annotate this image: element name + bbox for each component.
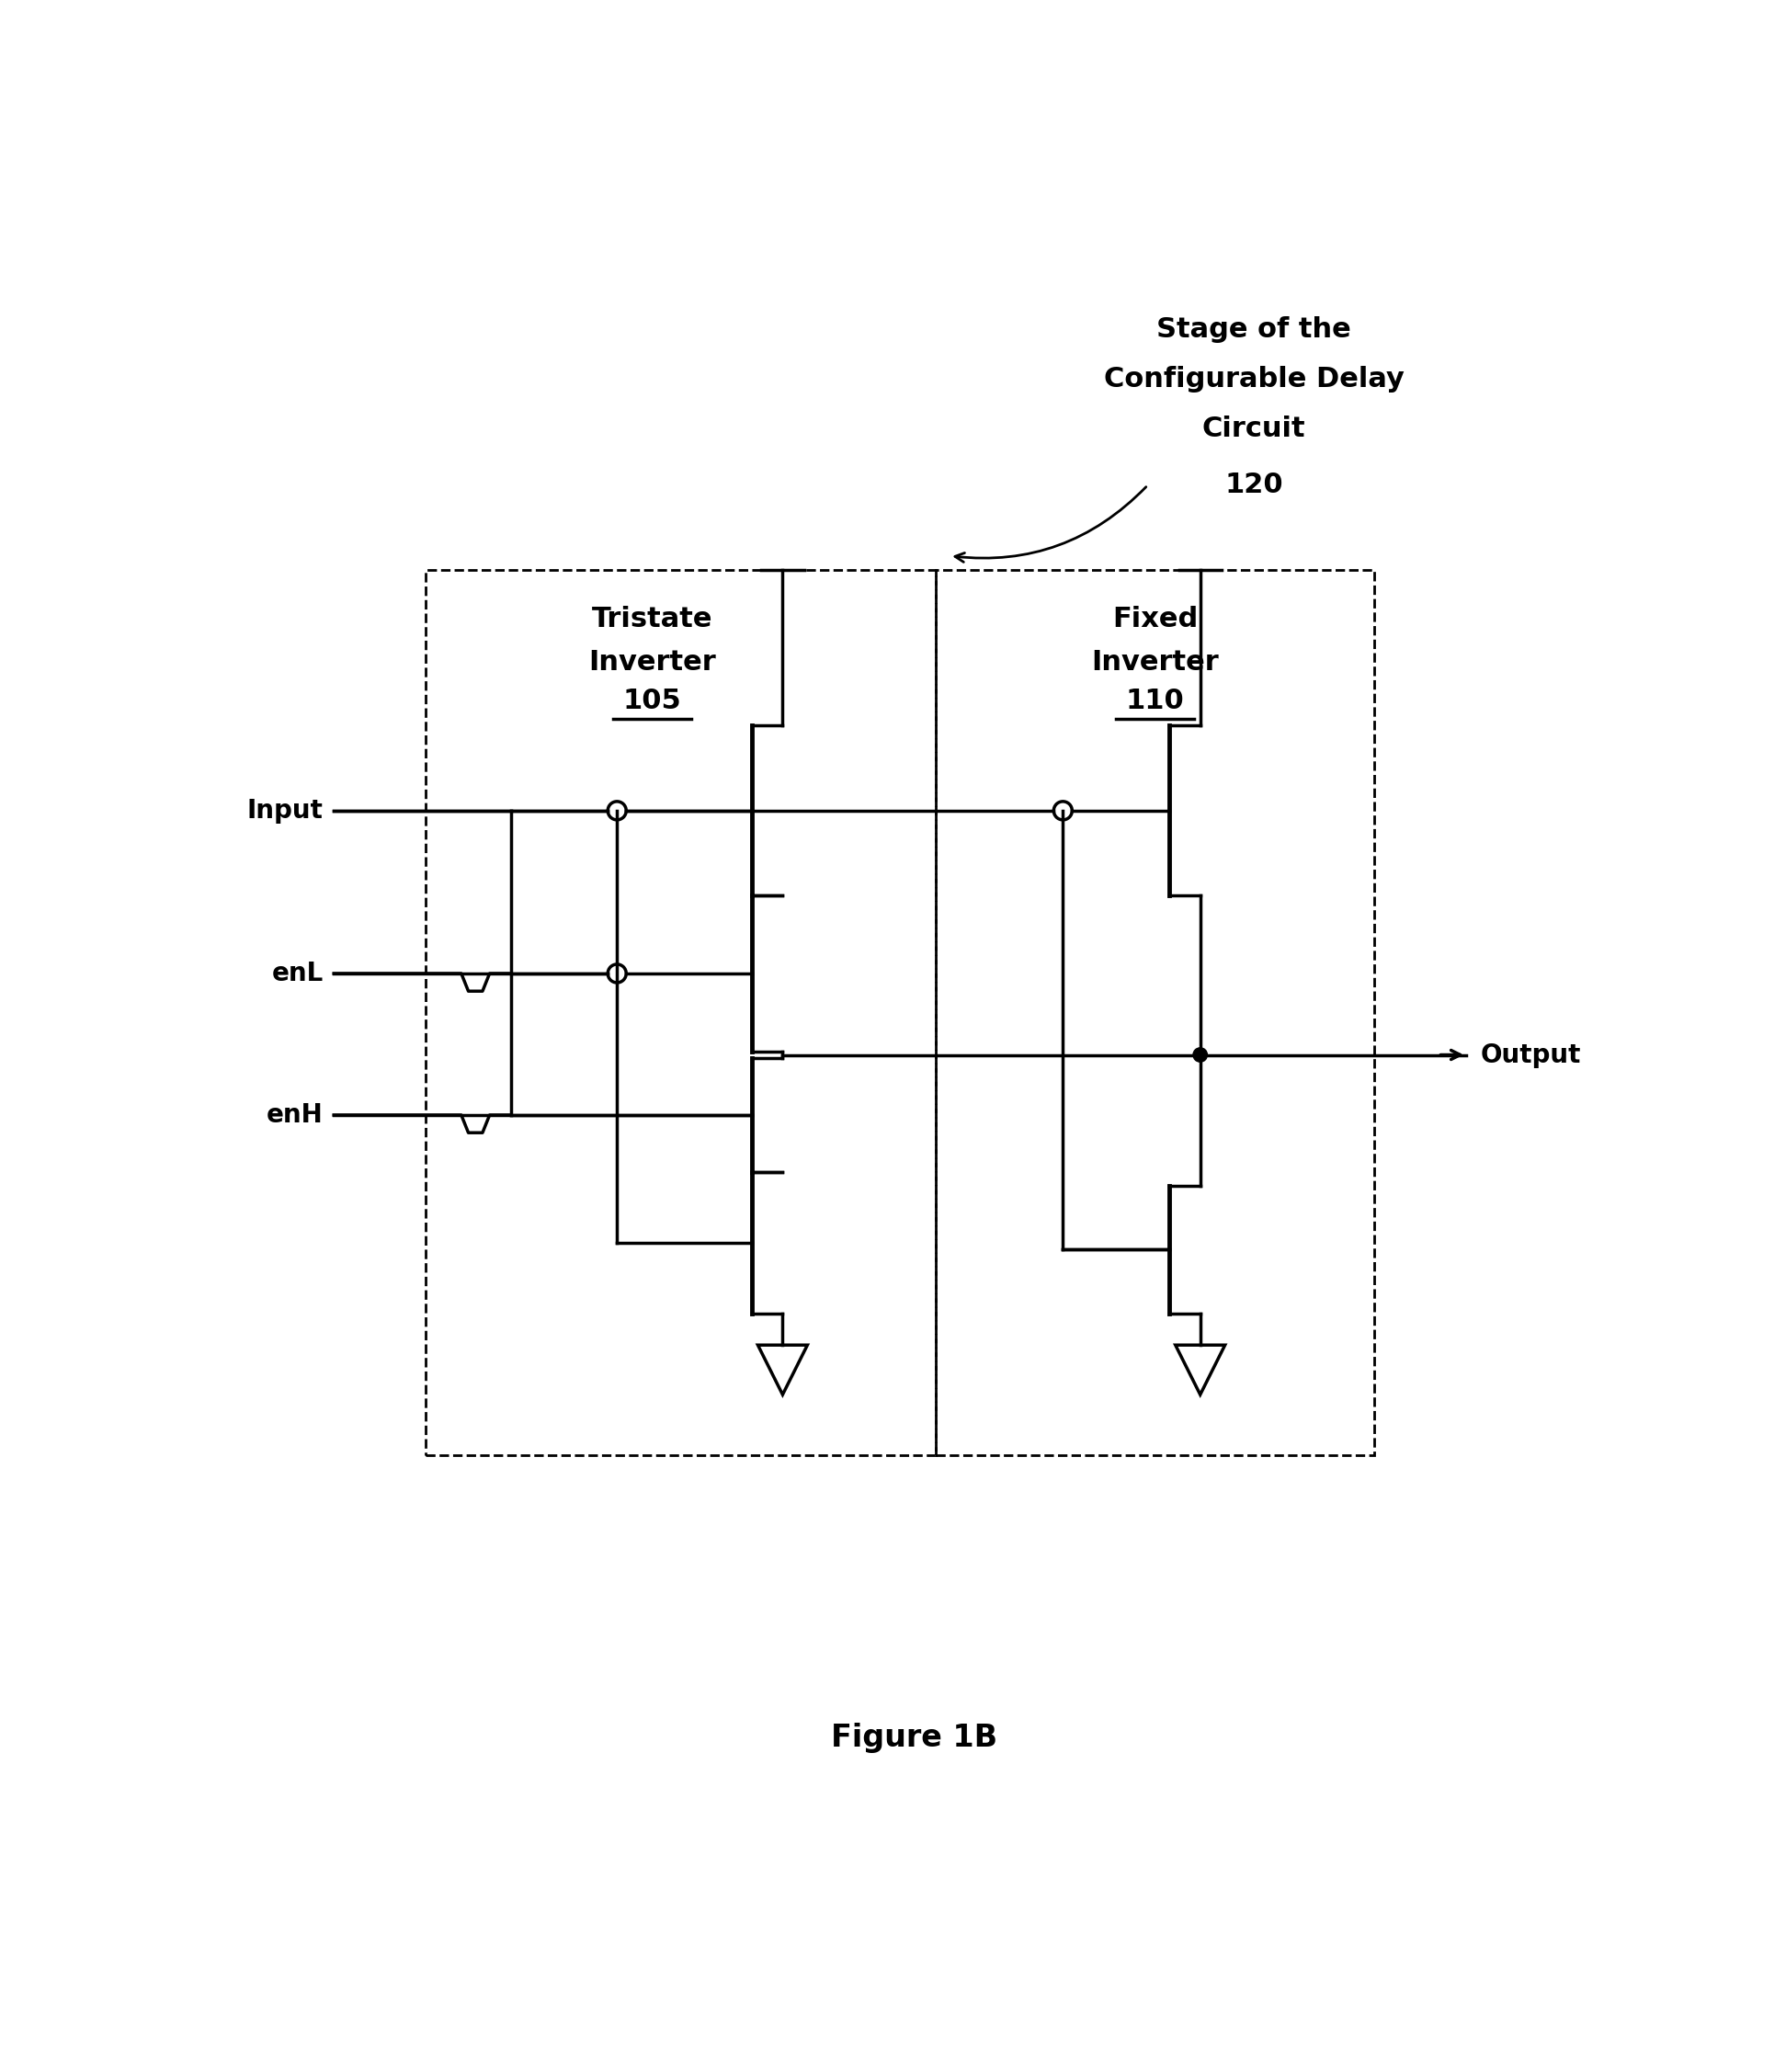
Text: 105: 105 [623,688,682,715]
Text: Inverter: Inverter [1091,649,1218,675]
Text: 110: 110 [1125,688,1184,715]
Text: Tristate: Tristate [591,607,713,632]
Text: Inverter: Inverter [589,649,716,675]
Text: enH: enH [266,1102,323,1127]
Text: Stage of the: Stage of the [1157,317,1352,342]
Text: Fixed: Fixed [1113,607,1198,632]
Text: Circuit: Circuit [1202,414,1306,441]
Text: enL: enL [271,961,323,986]
Text: Configurable Delay: Configurable Delay [1104,365,1404,392]
Circle shape [1193,1048,1207,1063]
Text: 120: 120 [1225,472,1282,499]
Text: Output: Output [1481,1042,1581,1067]
Text: Input: Input [246,798,323,823]
Text: Figure 1B: Figure 1B [830,1722,998,1753]
